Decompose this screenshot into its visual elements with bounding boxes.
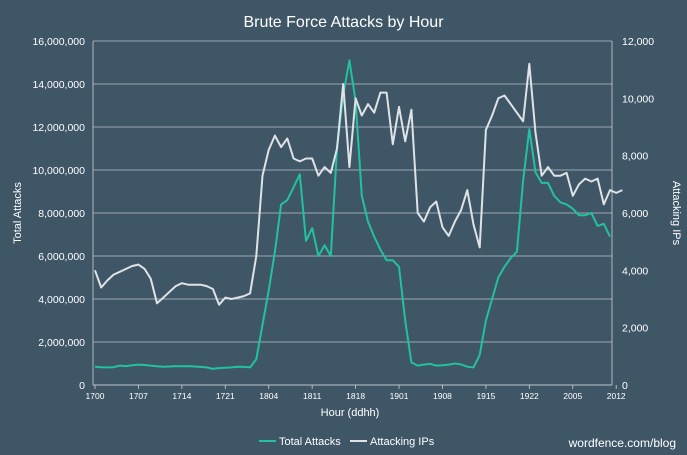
- y2-tick-label: 4,000: [622, 265, 648, 277]
- y-tick-label: 0: [79, 380, 85, 392]
- y-tick-label: 14,000,000: [32, 79, 85, 91]
- chart-title: Brute Force Attacks by Hour: [243, 14, 444, 31]
- x-tick-label: 1700: [86, 391, 105, 401]
- x-tick-label: 1901: [390, 391, 409, 401]
- x-tick-label: 1908: [433, 391, 452, 401]
- y-tick-label: 8,000,000: [38, 208, 85, 220]
- y2-tick-label: 10,000: [622, 93, 654, 105]
- y-tick-label: 12,000,000: [32, 122, 85, 134]
- right-axis-ticks: 0 2,000 4,000 6,000 8,000 10,000 12,000: [622, 36, 654, 392]
- series-line-total-attacks: [94, 59, 611, 370]
- x-tick-label: 1915: [476, 391, 495, 401]
- legend-label-total-attacks: Total Attacks: [279, 436, 341, 448]
- x-tick-label: 1707: [129, 391, 148, 401]
- y2-axis-label: Attacking IPs: [670, 181, 682, 246]
- x-tick-label: 1714: [172, 391, 191, 401]
- y2-tick-label: 12,000: [622, 36, 654, 48]
- source-credit: wordfence.com/blog: [568, 436, 676, 450]
- series-lines: [94, 59, 623, 370]
- x-tick-label: 1804: [259, 391, 278, 401]
- x-tick-label: 1721: [216, 391, 235, 401]
- gridlines: [92, 40, 617, 389]
- y-tick-label: 10,000,000: [32, 165, 85, 177]
- series-line-attacking-ips: [94, 62, 623, 306]
- x-tick-label: 2012: [607, 391, 626, 401]
- legend: Total Attacks Attacking IPs: [259, 436, 435, 448]
- legend-label-attacking-ips: Attacking IPs: [370, 436, 435, 448]
- x-tick-label: 1922: [520, 391, 539, 401]
- x-tick-label: 1811: [303, 391, 322, 401]
- x-tick-label: 1818: [346, 391, 365, 401]
- y-tick-label: 16,000,000: [32, 36, 85, 48]
- y2-tick-label: 8,000: [622, 151, 648, 163]
- y-tick-label: 2,000,000: [38, 337, 85, 349]
- x-tick-label: 2005: [563, 391, 582, 401]
- y-tick-label: 4,000,000: [38, 294, 85, 306]
- left-axis-ticks: 0 2,000,000 4,000,000 6,000,000 8,000,000 10,…: [32, 36, 85, 392]
- x-axis-ticks: 1700 1707 1714 1721 1804 1811 1818 1901 1908 1915…: [86, 391, 626, 401]
- y2-tick-label: 0: [622, 380, 628, 392]
- y2-tick-label: 2,000: [622, 323, 648, 335]
- y2-tick-label: 6,000: [622, 208, 648, 220]
- y-axis-label: Total Attacks: [12, 182, 24, 244]
- y-tick-label: 6,000,000: [38, 251, 85, 263]
- x-axis-label: Hour (ddhh): [321, 407, 380, 419]
